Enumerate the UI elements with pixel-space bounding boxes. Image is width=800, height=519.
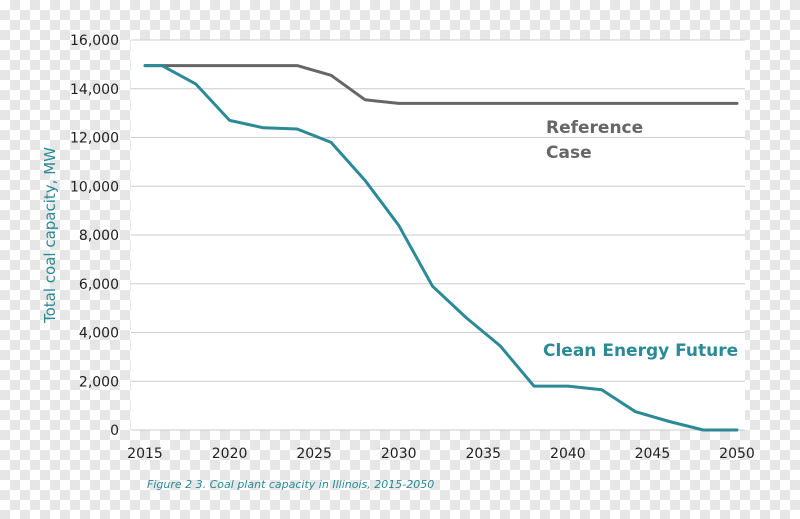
y-tick-label: 4,000: [79, 326, 119, 342]
x-tick-label: 2045: [635, 446, 671, 462]
y-tick-labels: 0 2,000 4,000 6,000 8,000 10,000 12,000 14,000 1…: [70, 33, 119, 439]
x-tick-label: 2030: [381, 446, 417, 462]
x-tick-label: 2015: [127, 446, 163, 462]
series-line-clean-energy: [143, 64, 739, 432]
x-tick-label: 2040: [550, 446, 586, 462]
y-tick-label: 6,000: [79, 277, 119, 293]
y-tick-label: 14,000: [70, 82, 119, 98]
series-label-reference-line-1: Reference: [546, 118, 643, 138]
y-tick-label: 10,000: [70, 179, 119, 195]
grid-lines: [131, 39, 745, 431]
y-tick-label: 2,000: [79, 374, 119, 390]
x-tick-labels: 2015 2020 2025 2030 2035 2040 2045 2050: [127, 446, 755, 462]
series-label-reference: Reference Case: [546, 118, 649, 163]
y-tick-label: 16,000: [70, 33, 119, 49]
series-line-reference: [143, 64, 739, 105]
series-label-reference-line-2: Case: [546, 143, 592, 163]
series-label-clean-energy: Clean Energy Future: [543, 341, 738, 361]
y-tick-label: 8,000: [79, 228, 119, 244]
y-axis-label: Total coal capacity, MW: [41, 147, 59, 324]
x-tick-label: 2050: [719, 446, 755, 462]
x-tick-label: 2025: [296, 446, 332, 462]
series-lines: [143, 64, 739, 432]
figure-caption: Figure 2 3. Coal plant capacity in Illin…: [147, 478, 434, 491]
y-tick-label: 0: [110, 423, 119, 439]
x-tick-label: 2035: [465, 446, 501, 462]
y-tick-label: 12,000: [70, 131, 119, 147]
x-tick-label: 2020: [212, 446, 248, 462]
